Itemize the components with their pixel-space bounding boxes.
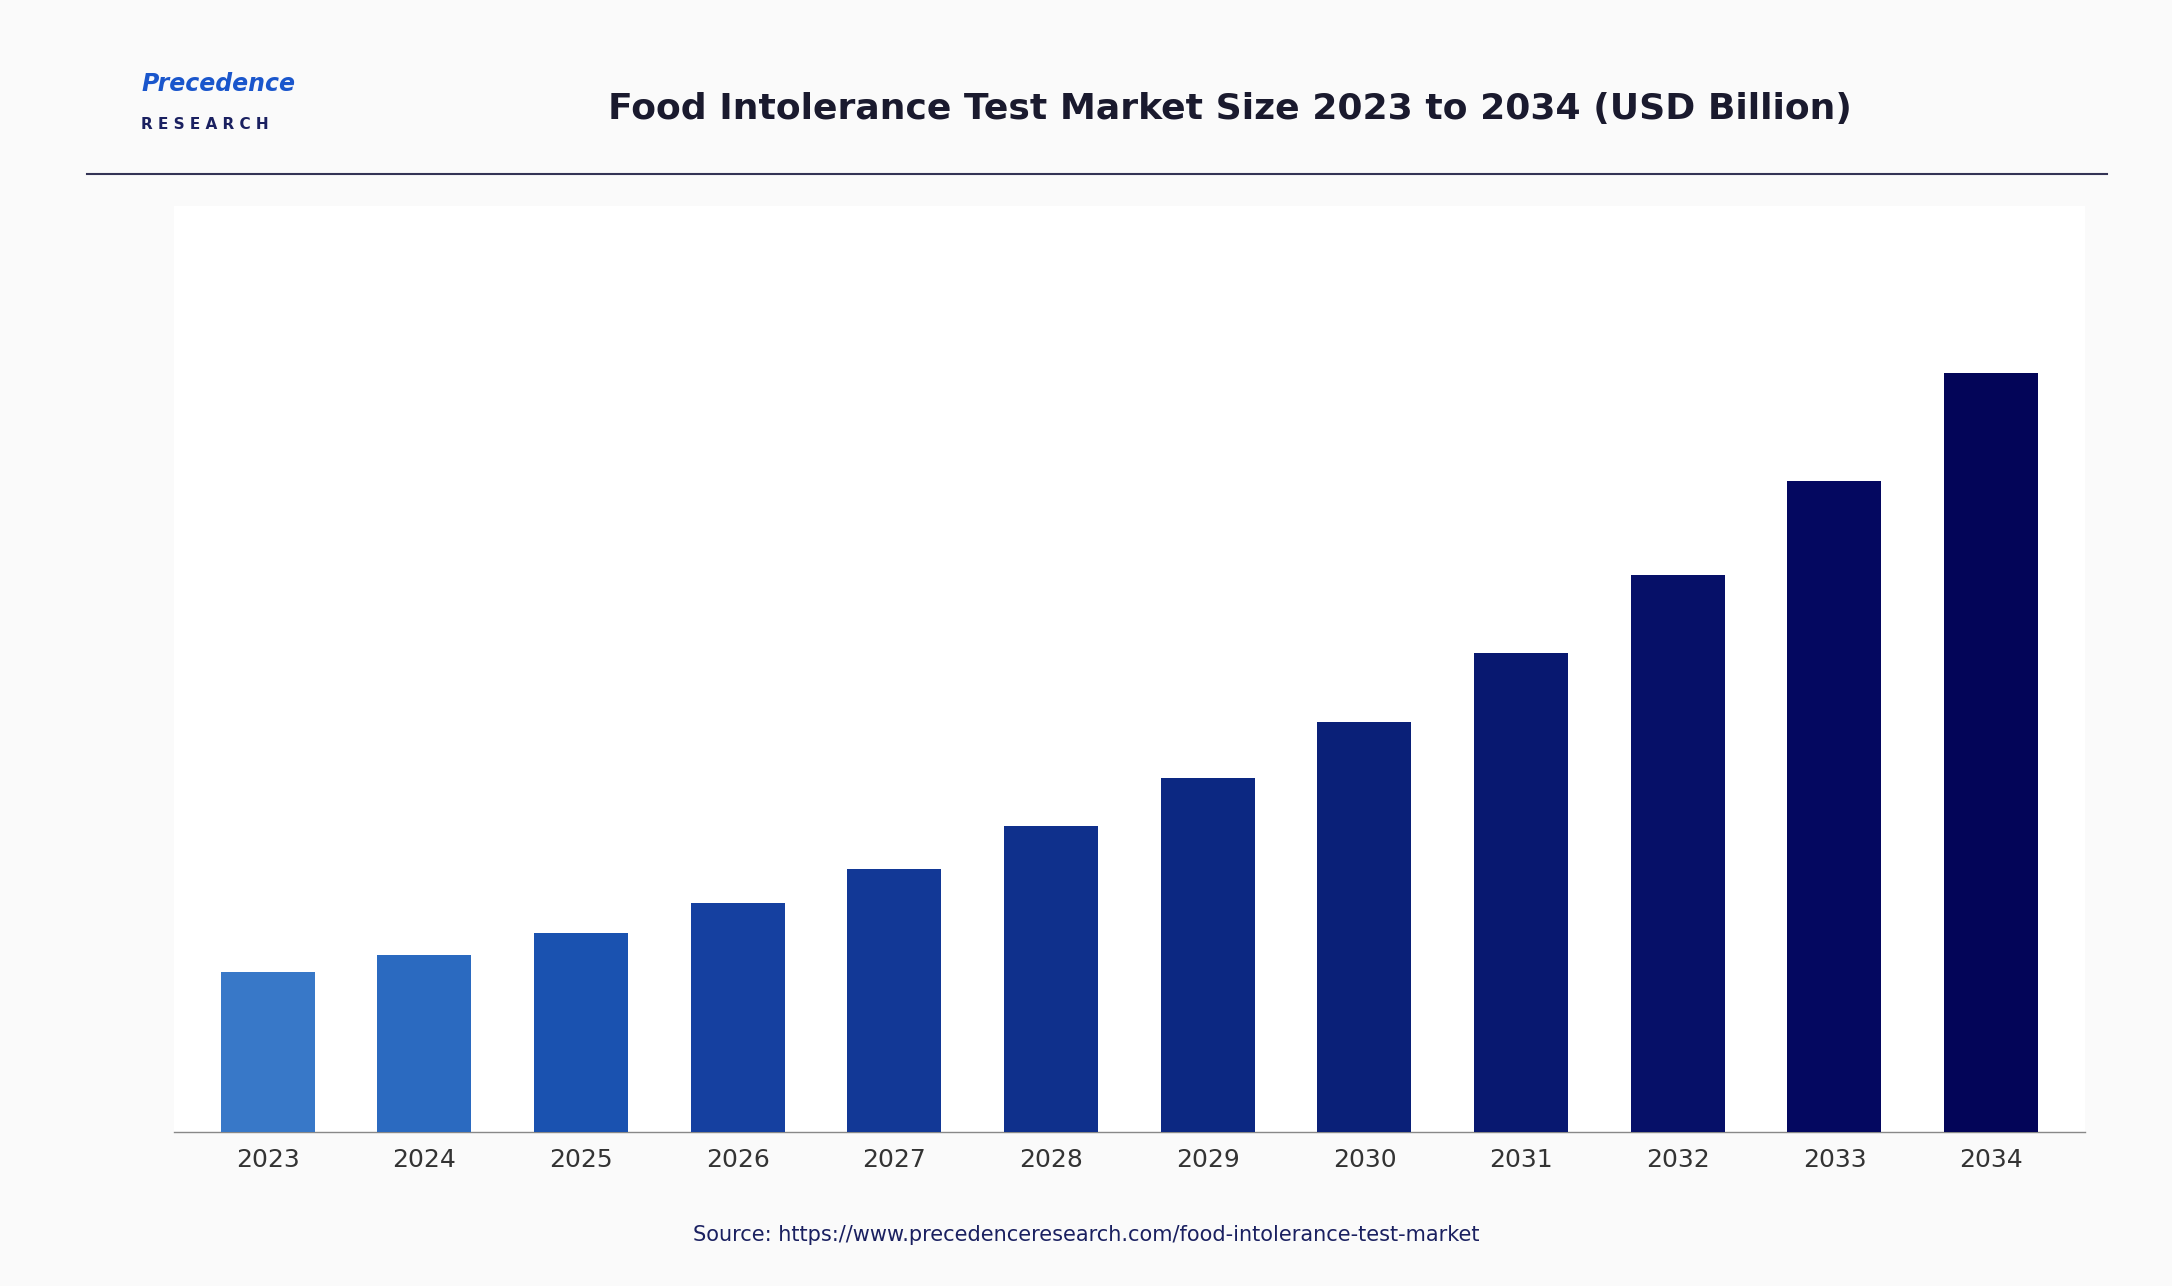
Bar [1788, 481, 1881, 1132]
Bar [847, 868, 940, 1132]
Bar [1003, 826, 1099, 1132]
Text: Food Intolerance Test Market Size 2023 to 2034 (USD Billion): Food Intolerance Test Market Size 2023 t… [608, 93, 1853, 126]
Bar [1631, 575, 1725, 1132]
Text: Source: https://www.precedenceresearch.com/food-intolerance-test-market: Source: https://www.precedenceresearch.c… [693, 1224, 1479, 1245]
Bar [534, 934, 628, 1132]
Bar [1475, 653, 1568, 1132]
Bar [691, 903, 784, 1132]
Text: Precedence: Precedence [141, 72, 295, 95]
Bar [1318, 721, 1412, 1132]
Bar [1944, 373, 2037, 1132]
Bar [222, 972, 315, 1132]
Bar [378, 955, 471, 1132]
Bar [1160, 778, 1255, 1132]
Text: R E S E A R C H: R E S E A R C H [141, 117, 269, 132]
